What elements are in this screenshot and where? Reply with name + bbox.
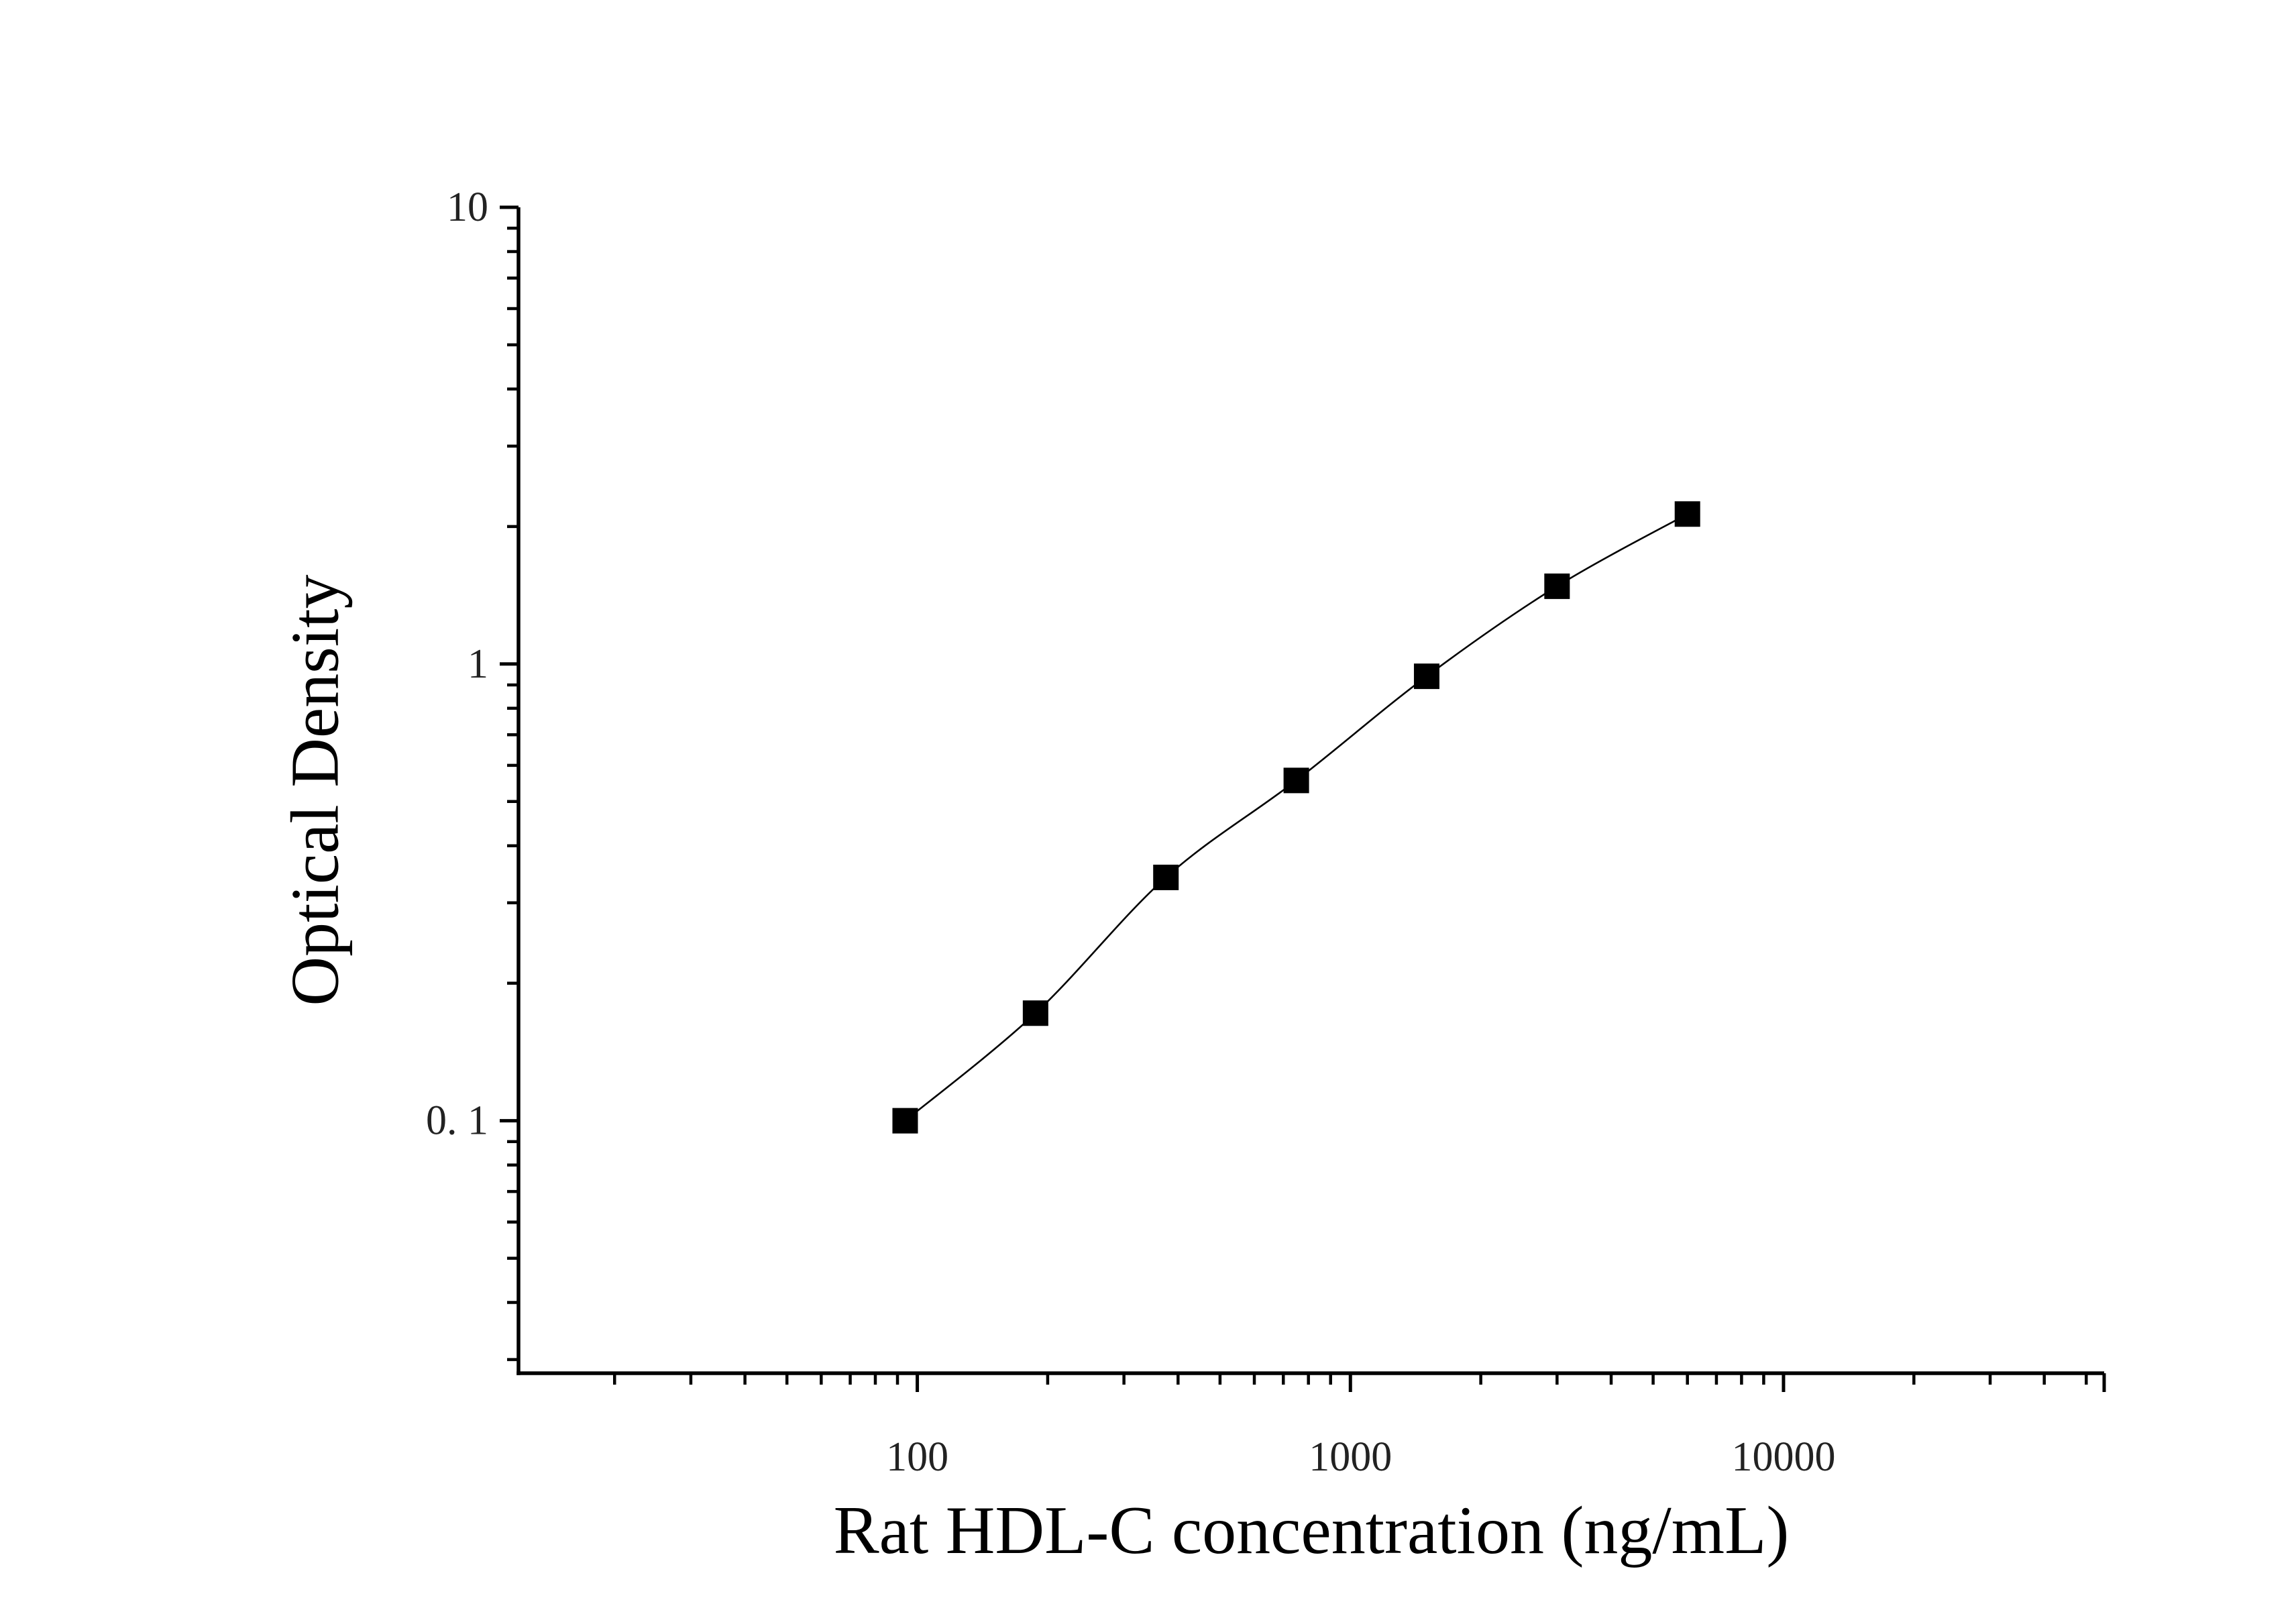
x-tick-label: 1000	[1309, 1434, 1392, 1480]
data-point	[892, 1108, 918, 1134]
major-ticks	[500, 205, 2106, 1392]
x-tick-label: 10000	[1731, 1434, 1835, 1480]
x-axis-title: Rat HDL-C concentration (ng/mL)	[834, 1493, 1790, 1568]
data-point	[1674, 501, 1700, 527]
data-points	[892, 501, 1700, 1134]
x-tick-label: 100	[886, 1434, 948, 1480]
y-tick-label: 1	[468, 641, 488, 687]
y-tick-labels: 0. 1 1 10	[426, 184, 488, 1144]
data-point	[1153, 864, 1179, 890]
data-point	[1283, 767, 1309, 794]
data-point	[1413, 663, 1439, 690]
x-tick-labels: 100 1000 10000	[886, 1434, 1835, 1480]
data-point	[1544, 573, 1570, 599]
minor-ticks	[507, 226, 2088, 1385]
data-point	[1022, 1000, 1048, 1026]
fit-curve	[904, 513, 1688, 1122]
y-axis-title: Optical Density	[278, 574, 353, 1006]
y-tick-label: 10	[447, 184, 488, 230]
y-tick-label: 0. 1	[426, 1098, 488, 1144]
